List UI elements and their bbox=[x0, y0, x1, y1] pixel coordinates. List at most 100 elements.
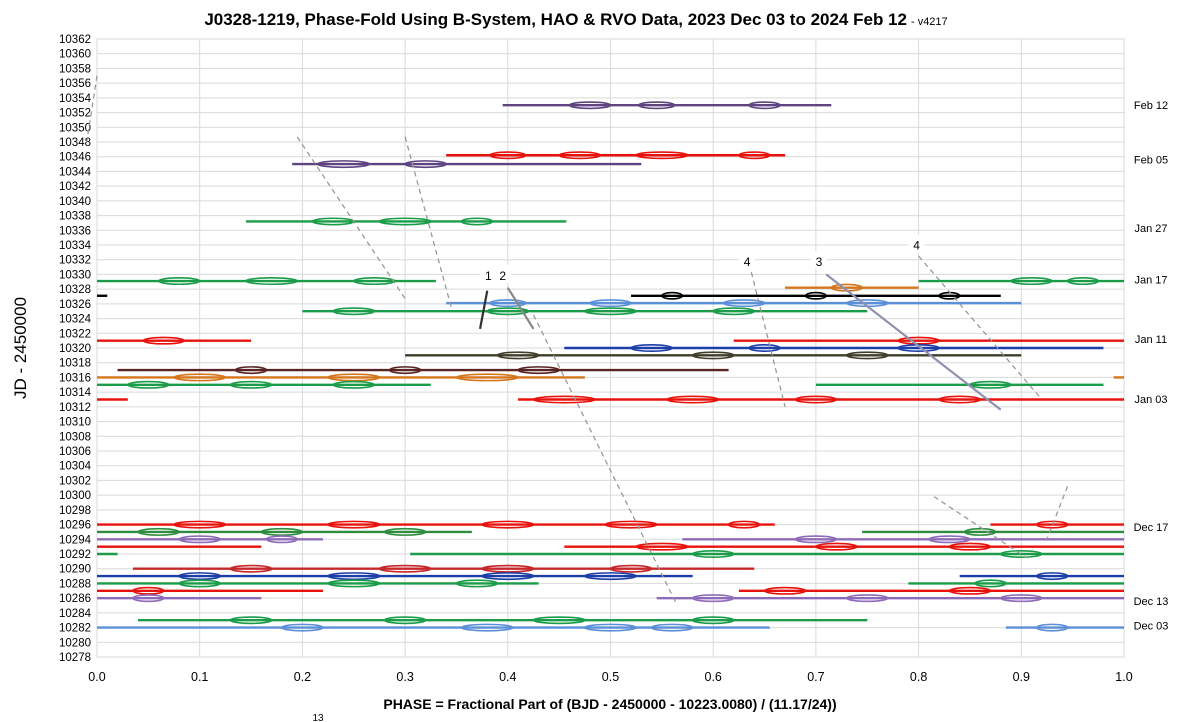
data-point-cluster bbox=[455, 579, 499, 588]
date-label: Jan 11 bbox=[1135, 334, 1167, 346]
data-point-cluster bbox=[481, 520, 535, 529]
y-tick-label: 10292 bbox=[59, 549, 91, 561]
y-tick-label: 10316 bbox=[59, 372, 91, 384]
data-point-cluster bbox=[938, 395, 982, 404]
y-tick-label: 10324 bbox=[59, 314, 92, 326]
annotation-label: 2 bbox=[499, 269, 506, 283]
data-point-cluster bbox=[661, 291, 684, 300]
y-tick-label: 10356 bbox=[59, 78, 91, 90]
y-tick-label: 10330 bbox=[59, 269, 91, 281]
y-tick-label: 10362 bbox=[59, 34, 91, 46]
x-tick-label: 0.2 bbox=[294, 670, 311, 684]
data-point-cluster bbox=[1035, 623, 1069, 632]
data-series bbox=[405, 351, 1022, 360]
data-point-cluster bbox=[845, 594, 889, 603]
data-point-cluster bbox=[178, 535, 222, 544]
data-point-cluster bbox=[234, 366, 268, 375]
data-point-cluster bbox=[637, 101, 676, 110]
annotation-label: 4 bbox=[744, 255, 751, 269]
data-point-cluster bbox=[845, 351, 889, 360]
data-point-cluster bbox=[999, 549, 1043, 558]
data-point-cluster bbox=[460, 217, 494, 226]
x-tick-label: 0.8 bbox=[910, 670, 927, 684]
data-point-cluster bbox=[137, 527, 180, 536]
data-point-cluster bbox=[691, 594, 735, 603]
date-label: Feb 05 bbox=[1134, 155, 1168, 167]
data-point-cluster bbox=[532, 395, 596, 404]
data-point-cluster bbox=[245, 277, 299, 286]
data-series bbox=[97, 277, 1124, 286]
y-tick-label: 10304 bbox=[59, 461, 92, 473]
data-series bbox=[97, 623, 1124, 632]
data-point-cluster bbox=[635, 151, 689, 160]
y-tick-label: 10342 bbox=[59, 181, 91, 193]
solid-marker-line bbox=[825, 273, 1002, 411]
data-point-cluster bbox=[584, 572, 637, 581]
data-series bbox=[446, 299, 1022, 308]
footnote: 13 bbox=[312, 713, 324, 722]
data-point-cluster bbox=[327, 579, 381, 588]
date-label: Jan 27 bbox=[1134, 223, 1167, 235]
data-point-cluster bbox=[691, 616, 735, 625]
data-point-cluster bbox=[738, 151, 771, 160]
data-point-cluster bbox=[265, 535, 299, 544]
y-tick-label: 10340 bbox=[59, 196, 91, 208]
data-point-cluster bbox=[378, 564, 432, 573]
data-point-cluster bbox=[691, 351, 735, 360]
data-point-cluster bbox=[489, 151, 527, 160]
annotation-background bbox=[494, 264, 511, 283]
y-tick-label: 10284 bbox=[59, 608, 92, 620]
data-point-cluster bbox=[132, 594, 165, 603]
y-tick-label: 10280 bbox=[59, 637, 91, 649]
x-tick-label: 0.3 bbox=[396, 670, 413, 684]
y-tick-label: 10288 bbox=[59, 578, 91, 590]
annotation-label: 1 bbox=[485, 269, 492, 283]
date-label: Dec 17 bbox=[1134, 522, 1169, 534]
data-series bbox=[97, 520, 1124, 529]
data-series bbox=[97, 542, 1124, 551]
data-point-cluster bbox=[178, 572, 222, 581]
data-point-cluster bbox=[317, 160, 370, 169]
data-point-cluster bbox=[378, 217, 432, 226]
data-point-cluster bbox=[260, 527, 304, 536]
data-point-cluster bbox=[650, 623, 694, 632]
data-point-cluster bbox=[948, 586, 992, 595]
data-series bbox=[117, 366, 729, 375]
data-series bbox=[97, 527, 1124, 536]
data-point-cluster bbox=[948, 542, 992, 551]
date-label: Jan 03 bbox=[1134, 394, 1167, 406]
y-tick-label: 10332 bbox=[59, 255, 91, 267]
data-point-cluster bbox=[486, 307, 530, 316]
data-point-cluster bbox=[281, 623, 324, 632]
y-tick-label: 10352 bbox=[59, 108, 91, 120]
data-point-cluster bbox=[928, 535, 971, 544]
data-point-cluster bbox=[327, 373, 381, 382]
data-point-cluster bbox=[489, 299, 527, 308]
data-series bbox=[97, 579, 1124, 588]
y-tick-label: 10322 bbox=[59, 328, 91, 340]
y-tick-label: 10344 bbox=[59, 166, 92, 178]
data-point-cluster bbox=[1035, 572, 1069, 581]
y-tick-label: 10346 bbox=[59, 152, 91, 164]
data-point-cluster bbox=[383, 527, 427, 536]
data-point-cluster bbox=[332, 307, 376, 316]
y-tick-label: 10334 bbox=[59, 240, 92, 252]
data-point-cluster bbox=[794, 395, 838, 404]
annotation-label: 4 bbox=[913, 239, 920, 253]
y-tick-label: 10286 bbox=[59, 593, 91, 605]
dashed-trend-line bbox=[1046, 486, 1069, 540]
y-tick-label: 10338 bbox=[59, 211, 91, 223]
date-label: Dec 13 bbox=[1134, 596, 1169, 608]
data-point-cluster bbox=[1066, 277, 1100, 286]
y-tick-label: 10290 bbox=[59, 564, 91, 576]
data-point-cluster bbox=[815, 542, 858, 551]
data-point-cluster bbox=[1035, 520, 1069, 529]
dashed-trend-line bbox=[748, 263, 786, 408]
y-tick-label: 10310 bbox=[59, 417, 91, 429]
data-point-cluster bbox=[568, 101, 612, 110]
overlay-lines bbox=[86, 75, 1069, 606]
dashed-trend-line bbox=[933, 496, 1027, 559]
data-point-cluster bbox=[157, 277, 201, 286]
x-tick-labels: 0.0 0.1 0.2 0.3 0.4 0.5 0.6 0.7 0.8 0.9 1.0 bbox=[88, 670, 1132, 684]
